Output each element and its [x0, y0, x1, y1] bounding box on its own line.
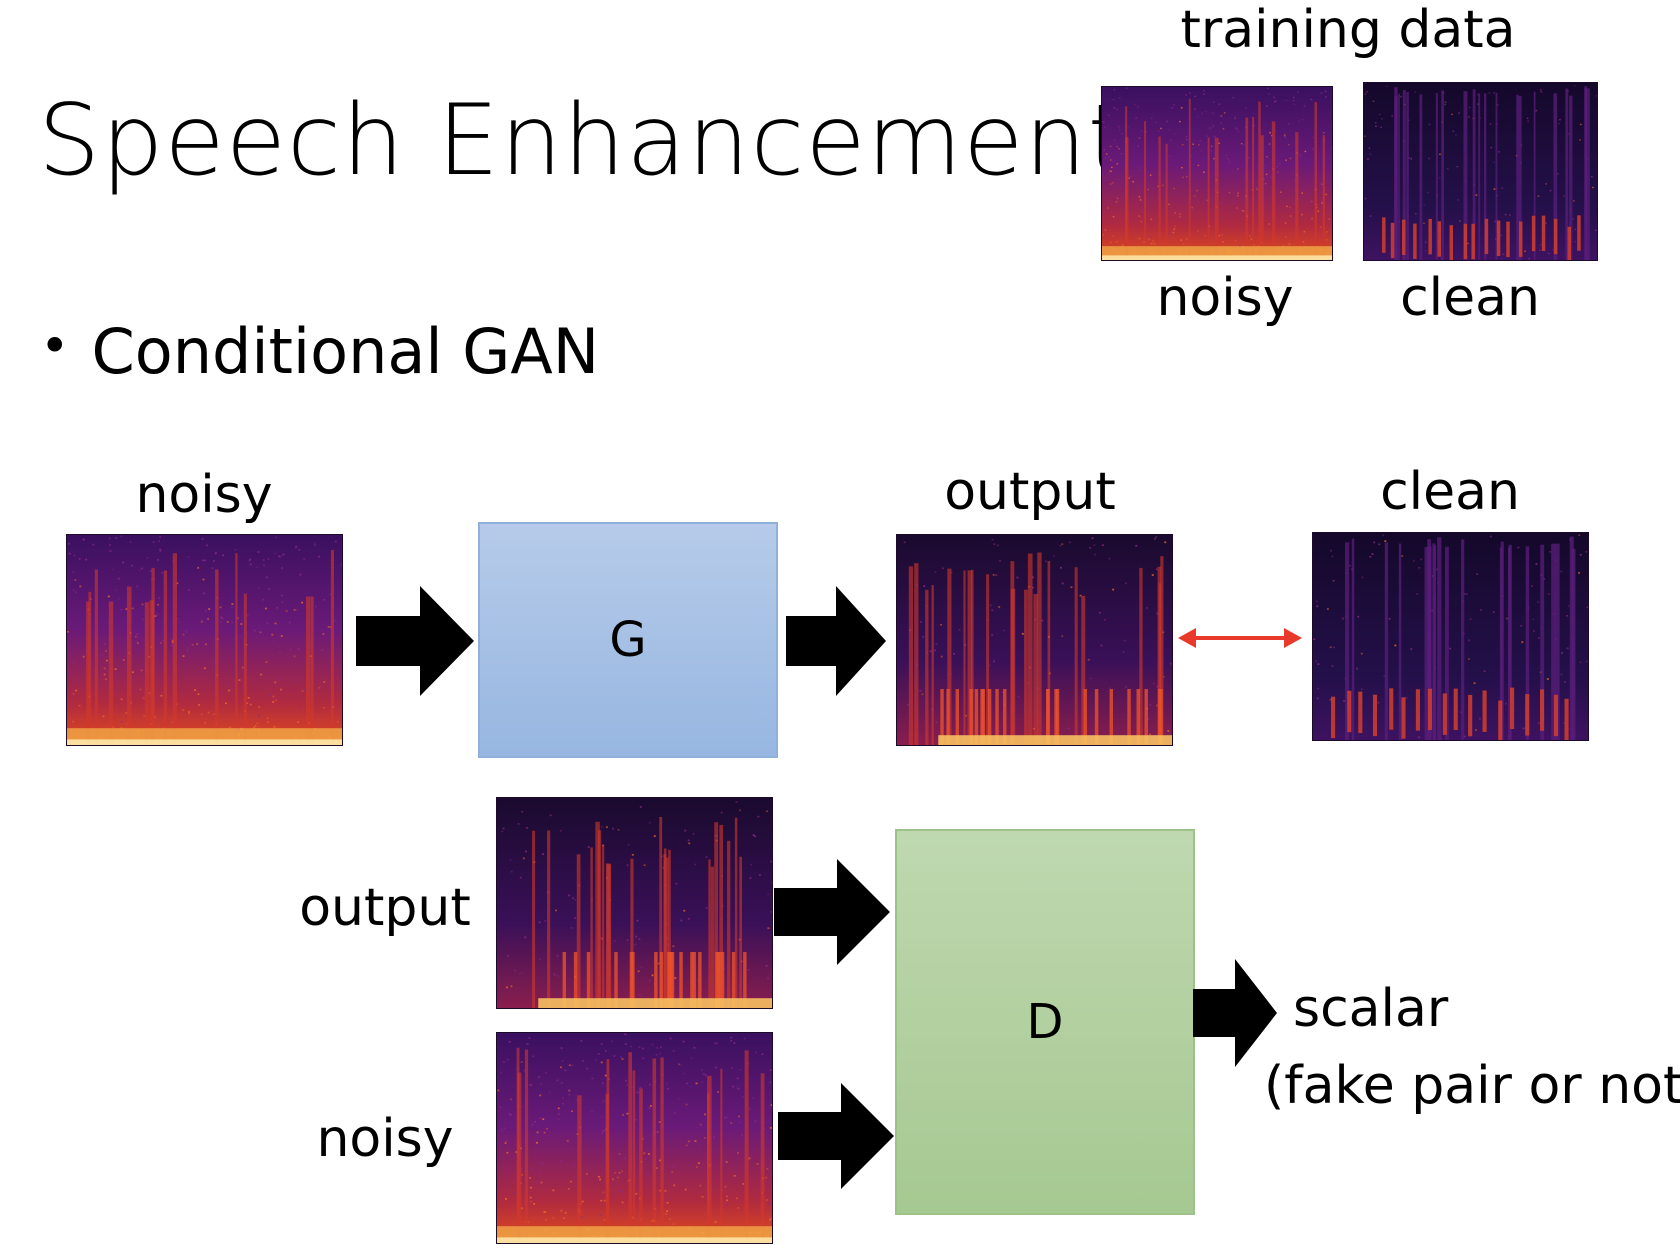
- block-arrow-right-icon: [356, 586, 474, 696]
- generator-output-label: output: [944, 462, 1116, 522]
- discriminator-noisy-spectrogram: [497, 1033, 772, 1243]
- training-noisy-spectrogram: [1102, 87, 1332, 260]
- discriminator-output-label: output: [299, 878, 471, 938]
- generator-target-label: clean: [1380, 462, 1520, 522]
- training-noisy-label: noisy: [1156, 268, 1294, 328]
- discriminator-result-note: (fake pair or not): [1264, 1056, 1680, 1116]
- generator-input-noisy-spectrogram: [67, 535, 342, 745]
- discriminator-noisy-label: noisy: [316, 1109, 454, 1169]
- training-clean-spectrogram: [1364, 83, 1597, 260]
- discriminator-label: D: [1026, 994, 1064, 1050]
- discriminator-output-spectrogram: [497, 798, 772, 1008]
- generator-target-clean-spectrogram: [1313, 533, 1588, 740]
- bullet-dot-icon: •: [40, 317, 70, 375]
- discriminator-box: D: [895, 829, 1195, 1215]
- block-arrow-right-icon: [778, 1083, 894, 1189]
- bullet-text: Conditional GAN: [91, 315, 600, 388]
- generator-box: G: [478, 522, 778, 758]
- training-data-heading: training data: [1180, 0, 1516, 60]
- block-arrow-right-icon: [1193, 959, 1277, 1067]
- block-arrow-right-icon: [786, 586, 886, 696]
- training-clean-label: clean: [1400, 268, 1540, 328]
- block-arrow-right-icon: [774, 859, 890, 965]
- bullet-item: • Conditional GAN: [40, 315, 600, 388]
- discriminator-result-label: scalar: [1293, 979, 1449, 1039]
- generator-label: G: [609, 612, 647, 668]
- generator-input-label: noisy: [135, 465, 273, 525]
- generator-output-spectrogram: [897, 535, 1172, 745]
- double-headed-arrow-icon: [1178, 624, 1302, 652]
- slide-title: Speech Enhancement: [38, 84, 1127, 198]
